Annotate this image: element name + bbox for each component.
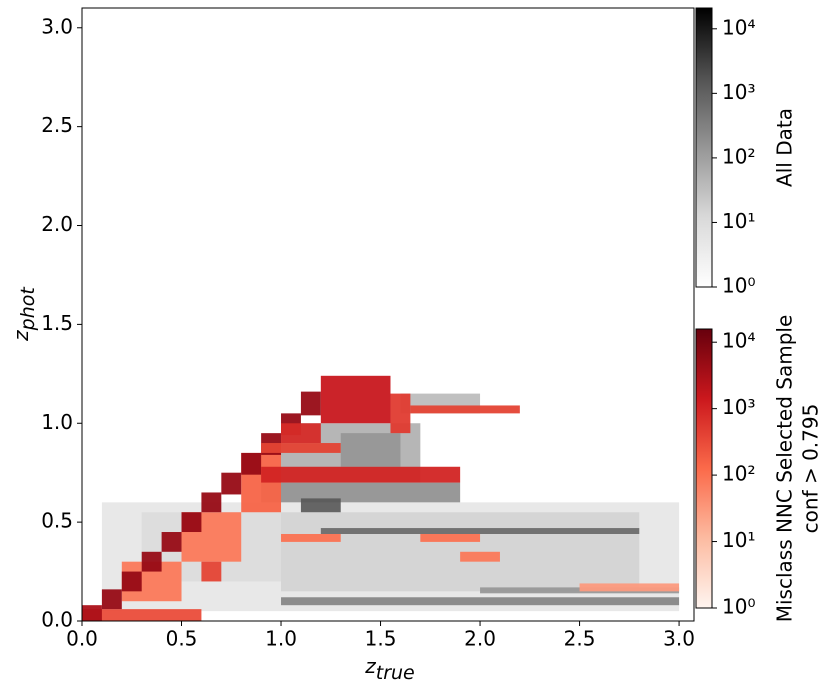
heat-cell xyxy=(579,583,680,592)
colorbar-label: conf > 0.795 xyxy=(799,404,823,534)
heat-cell xyxy=(300,391,321,416)
x-tick-label: 2.5 xyxy=(564,627,596,651)
y-tick-label: 2.5 xyxy=(41,113,73,137)
x-tick-label: 1.5 xyxy=(365,627,397,651)
y-tick-label: 0.0 xyxy=(41,608,73,632)
heat-cell xyxy=(241,452,262,475)
heat-cell xyxy=(201,492,222,513)
colorbar-tick-label: 10³ xyxy=(722,80,755,104)
y-tick-label: 3.0 xyxy=(41,14,73,38)
heat-cell xyxy=(121,571,142,592)
heat-cell xyxy=(320,528,640,534)
heat-cell xyxy=(420,533,481,542)
heat-cell xyxy=(161,532,182,552)
x-tick-label: 1.0 xyxy=(265,627,297,651)
heat-cell xyxy=(410,405,520,414)
heat-cell xyxy=(281,423,321,444)
colorbar-label: Misclass NNC Selected Sample xyxy=(773,315,797,623)
colorbar-label: All Data xyxy=(773,108,797,187)
heat-cell xyxy=(320,375,391,424)
colorbar xyxy=(695,328,713,609)
heat-cell xyxy=(201,561,222,582)
x-tick-label: 0.5 xyxy=(166,627,198,651)
heat-cell xyxy=(82,609,202,621)
colorbar-tick-label: 10² xyxy=(722,144,755,168)
x-tick-label: 2.0 xyxy=(464,627,496,651)
y-tick-label: 1.0 xyxy=(41,410,73,434)
heat-cell xyxy=(281,597,680,606)
plot-frame xyxy=(81,7,695,622)
heat-cell xyxy=(221,472,242,495)
colorbar-tick-label: 10¹ xyxy=(722,209,755,233)
x-axis-label: ztrue xyxy=(364,654,415,684)
colorbar-tick-label: 10⁴ xyxy=(722,15,755,39)
colorbar-tick-label: 10⁰ xyxy=(722,595,755,619)
y-axis-label: zphot xyxy=(9,286,39,342)
colorbar-tick-label: 10² xyxy=(722,462,755,486)
x-tick-label: 0.0 xyxy=(66,627,98,651)
heat-cell xyxy=(340,433,401,467)
heat-cell xyxy=(390,393,411,434)
heat-cell xyxy=(460,551,500,562)
colorbar-tick-label: 10¹ xyxy=(722,528,755,552)
heat-cell xyxy=(261,466,461,483)
heat-cell xyxy=(300,498,341,513)
colorbar-tick-label: 10³ xyxy=(722,395,755,419)
y-tick-label: 1.5 xyxy=(41,311,73,335)
colorbar-tick-label: 10⁴ xyxy=(722,329,755,353)
heat-cell xyxy=(101,589,122,610)
heat-cell xyxy=(480,587,680,594)
x-tick-label: 3.0 xyxy=(663,627,695,651)
heat-cell xyxy=(82,605,102,621)
colorbar-tick-label: 10⁰ xyxy=(722,274,755,298)
heat-cell xyxy=(261,482,461,503)
heat-cell xyxy=(141,551,162,572)
y-tick-label: 0.5 xyxy=(41,509,73,533)
heat-cell xyxy=(281,533,341,542)
heatmap xyxy=(82,375,680,621)
y-tick-label: 2.0 xyxy=(41,212,73,236)
heat-cell xyxy=(181,512,202,533)
colorbar xyxy=(695,7,713,288)
heat-cell xyxy=(261,443,341,453)
